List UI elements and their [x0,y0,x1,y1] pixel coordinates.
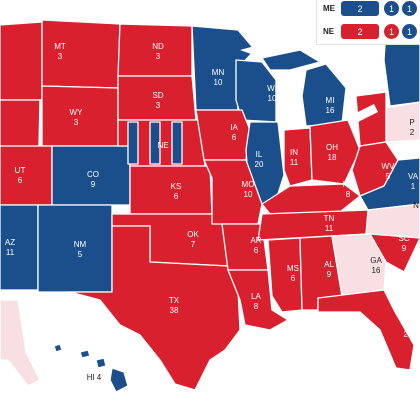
state-sd[interactable] [117,75,197,121]
split-statewide-chip[interactable]: 2 [341,24,379,39]
lake-michigan [286,70,302,122]
state-co[interactable] [51,145,131,206]
state-nm[interactable] [37,204,113,293]
state-ia[interactable] [195,109,251,161]
state-hi-4[interactable] [109,367,129,393]
state-wy[interactable] [41,85,119,147]
split-district-chip[interactable]: 1 [402,24,417,39]
state-ut[interactable] [0,145,53,206]
split-row-ne: NE 2 1 1 [323,23,420,40]
lake-erie [346,104,378,126]
state-fl[interactable] [317,289,415,371]
state-ga[interactable] [331,233,387,297]
split-district-chip[interactable]: 1 [384,24,399,39]
split-state-name: NE [323,27,335,36]
state-mi-up[interactable] [261,49,321,71]
state-va[interactable] [359,157,420,211]
state-ms[interactable] [267,237,303,313]
ne-district-stripe-2 [149,121,161,165]
state-hi-2[interactable] [79,349,91,359]
state-tx[interactable] [69,225,241,391]
state-nc[interactable] [365,203,420,239]
state-in[interactable] [283,127,313,187]
split-district-chip[interactable]: 1 [384,1,399,16]
state-hi-1[interactable] [53,343,63,353]
state-mi[interactable] [301,63,347,127]
state-ks[interactable] [129,165,213,215]
split-row-me: ME 2 1 1 [323,0,420,17]
state-west-edge[interactable] [0,21,43,101]
split-statewide-chip[interactable]: 2 [341,1,379,16]
ne-district-stripe-1 [127,121,139,165]
state-mt[interactable] [41,19,121,89]
state-nd[interactable] [117,23,193,77]
state-hi-3[interactable] [95,357,107,369]
state-pa[interactable] [385,101,420,143]
state-la[interactable] [227,269,289,331]
state-ak[interactable] [0,299,41,387]
split-state-name: ME [323,4,335,13]
state-oh[interactable] [309,119,361,185]
ne-district-stripe-3 [171,121,183,165]
lake-superior [240,40,300,58]
state-az[interactable] [0,204,39,291]
split-district-chip[interactable]: 1 [402,1,417,16]
